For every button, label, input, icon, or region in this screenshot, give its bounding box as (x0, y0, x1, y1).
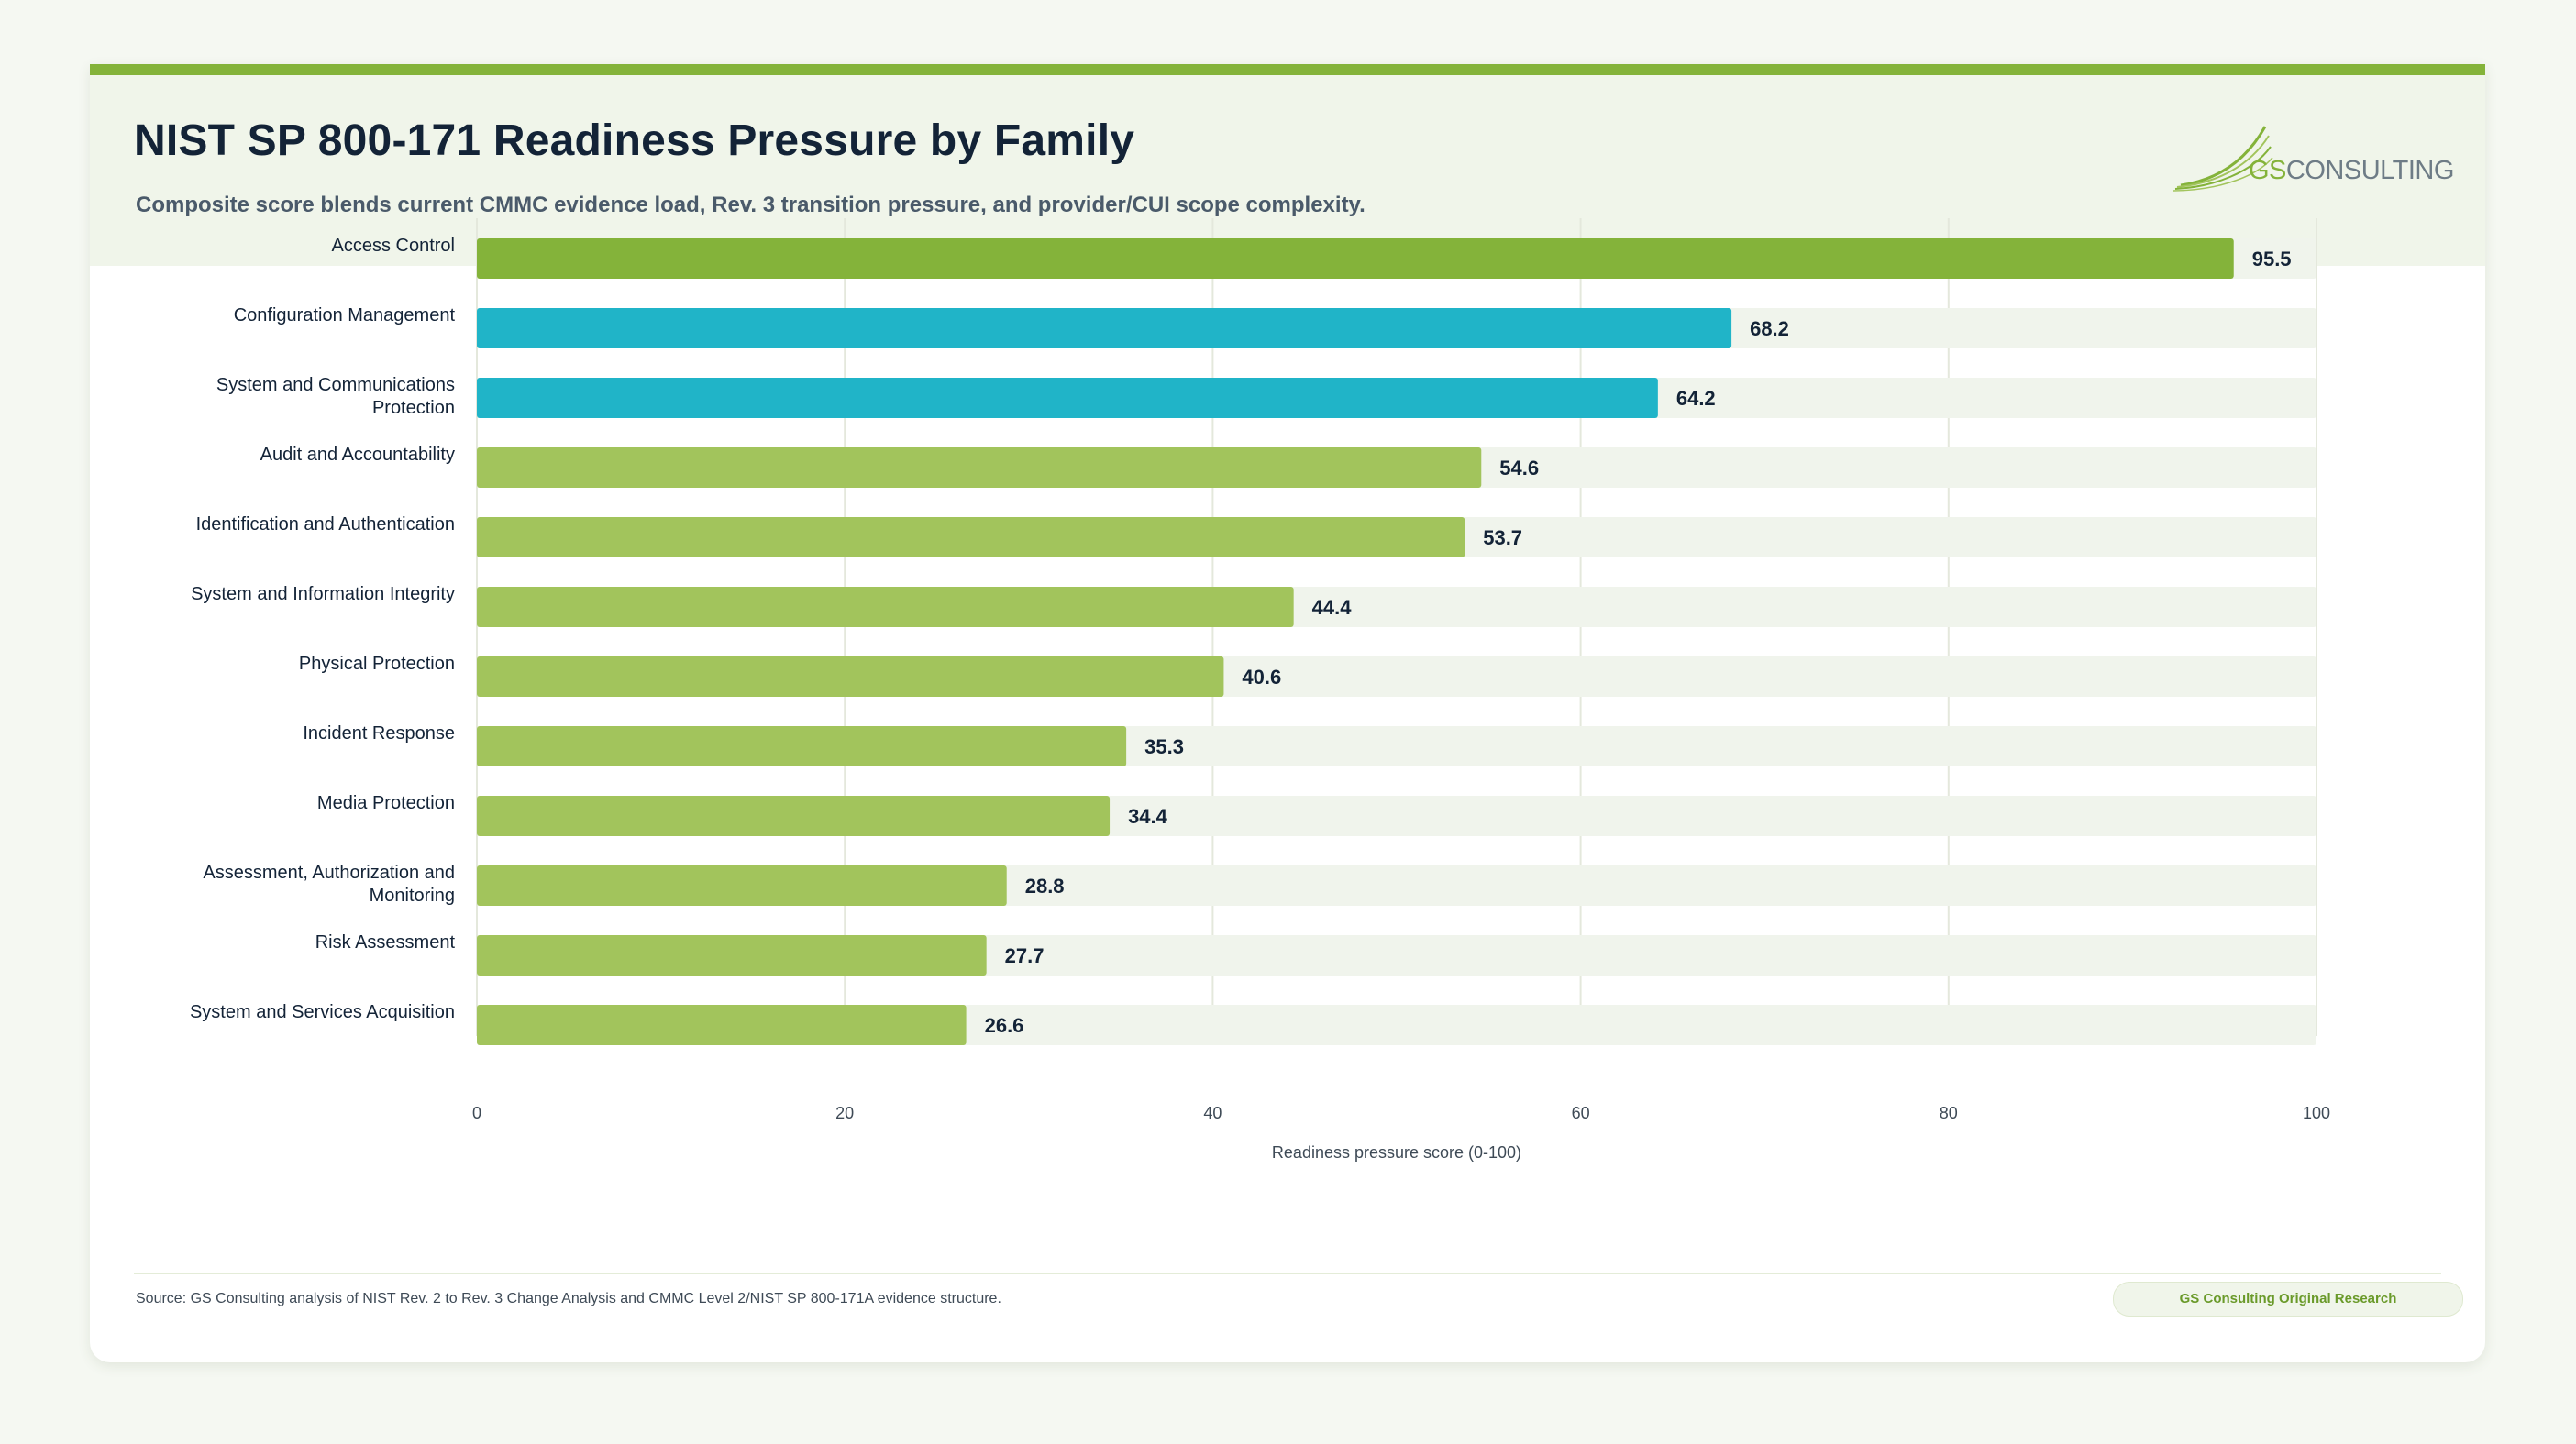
logo-wordmark-consulting: CONSULTING (2285, 156, 2454, 185)
x-tick-label: 60 (1572, 1104, 1590, 1122)
x-tick-label: 0 (472, 1104, 481, 1122)
category-label: Protection (372, 398, 455, 418)
data-label: 35.3 (1144, 735, 1184, 758)
bar (477, 308, 1732, 348)
category-label: Monitoring (370, 886, 455, 906)
logo-wordmark: GSCONSULTING (2249, 156, 2454, 186)
data-label: 40.6 (1242, 666, 1281, 689)
x-tick-label: 40 (1203, 1104, 1222, 1122)
bar (477, 935, 987, 976)
data-label: 53.7 (1483, 526, 1522, 549)
logo-wordmark-gs: GS (2249, 156, 2286, 185)
gs-consulting-logo-icon (2173, 126, 2273, 192)
header-band (90, 75, 2485, 266)
bar (477, 517, 1465, 557)
category-label: Physical Protection (299, 654, 455, 674)
bar (477, 587, 1294, 627)
category-label: Access Control (332, 236, 456, 256)
category-label: System and Information Integrity (191, 584, 455, 604)
data-label: 27.7 (1005, 944, 1045, 967)
category-label: Risk Assessment (315, 932, 456, 953)
category-label: Identification and Authentication (196, 514, 455, 535)
source-note: Source: GS Consulting analysis of NIST R… (136, 1291, 1001, 1306)
bar (477, 865, 1007, 906)
data-label: 54.6 (1499, 457, 1539, 479)
research-badge: GS Consulting Original Research (2113, 1282, 2463, 1317)
data-label: 95.5 (2252, 248, 2292, 270)
x-axis-title: Readiness pressure score (0-100) (1272, 1143, 1521, 1162)
category-label: System and Services Acquisition (190, 1002, 455, 1022)
x-tick-label: 100 (2303, 1104, 2330, 1122)
data-label: 64.2 (1676, 387, 1716, 410)
category-label: Assessment, Authorization and (203, 863, 455, 883)
chart-title: NIST SP 800-171 Readiness Pressure by Fa… (134, 116, 1135, 165)
category-label: Audit and Accountability (260, 445, 455, 465)
data-label: 28.8 (1025, 875, 1065, 898)
bar (477, 378, 1658, 418)
x-tick-label: 20 (835, 1104, 854, 1122)
category-label: Configuration Management (234, 305, 456, 325)
bar (477, 1005, 967, 1045)
chart-subtitle: Composite score blends current CMMC evid… (136, 193, 1365, 217)
category-label: Media Protection (317, 793, 455, 813)
bar (477, 796, 1111, 836)
category-label: System and Communications (216, 375, 455, 395)
data-label: 34.4 (1128, 805, 1168, 828)
bar (477, 656, 1224, 697)
bar (477, 238, 2234, 279)
data-label: 68.2 (1750, 317, 1789, 340)
x-tick-label: 80 (1940, 1104, 1958, 1122)
category-label: Incident Response (303, 723, 455, 744)
accent-bar (90, 64, 2485, 75)
chart-card: NIST SP 800-171 Readiness Pressure by Fa… (90, 64, 2485, 1362)
data-label: 26.6 (985, 1014, 1024, 1037)
data-label: 44.4 (1312, 596, 1353, 619)
bar (477, 726, 1127, 766)
bar-chart: 95.5 Access Control 68.2 Configuration Mana… (190, 218, 2330, 1162)
footer-divider (134, 1273, 2441, 1274)
bar (477, 447, 1482, 488)
